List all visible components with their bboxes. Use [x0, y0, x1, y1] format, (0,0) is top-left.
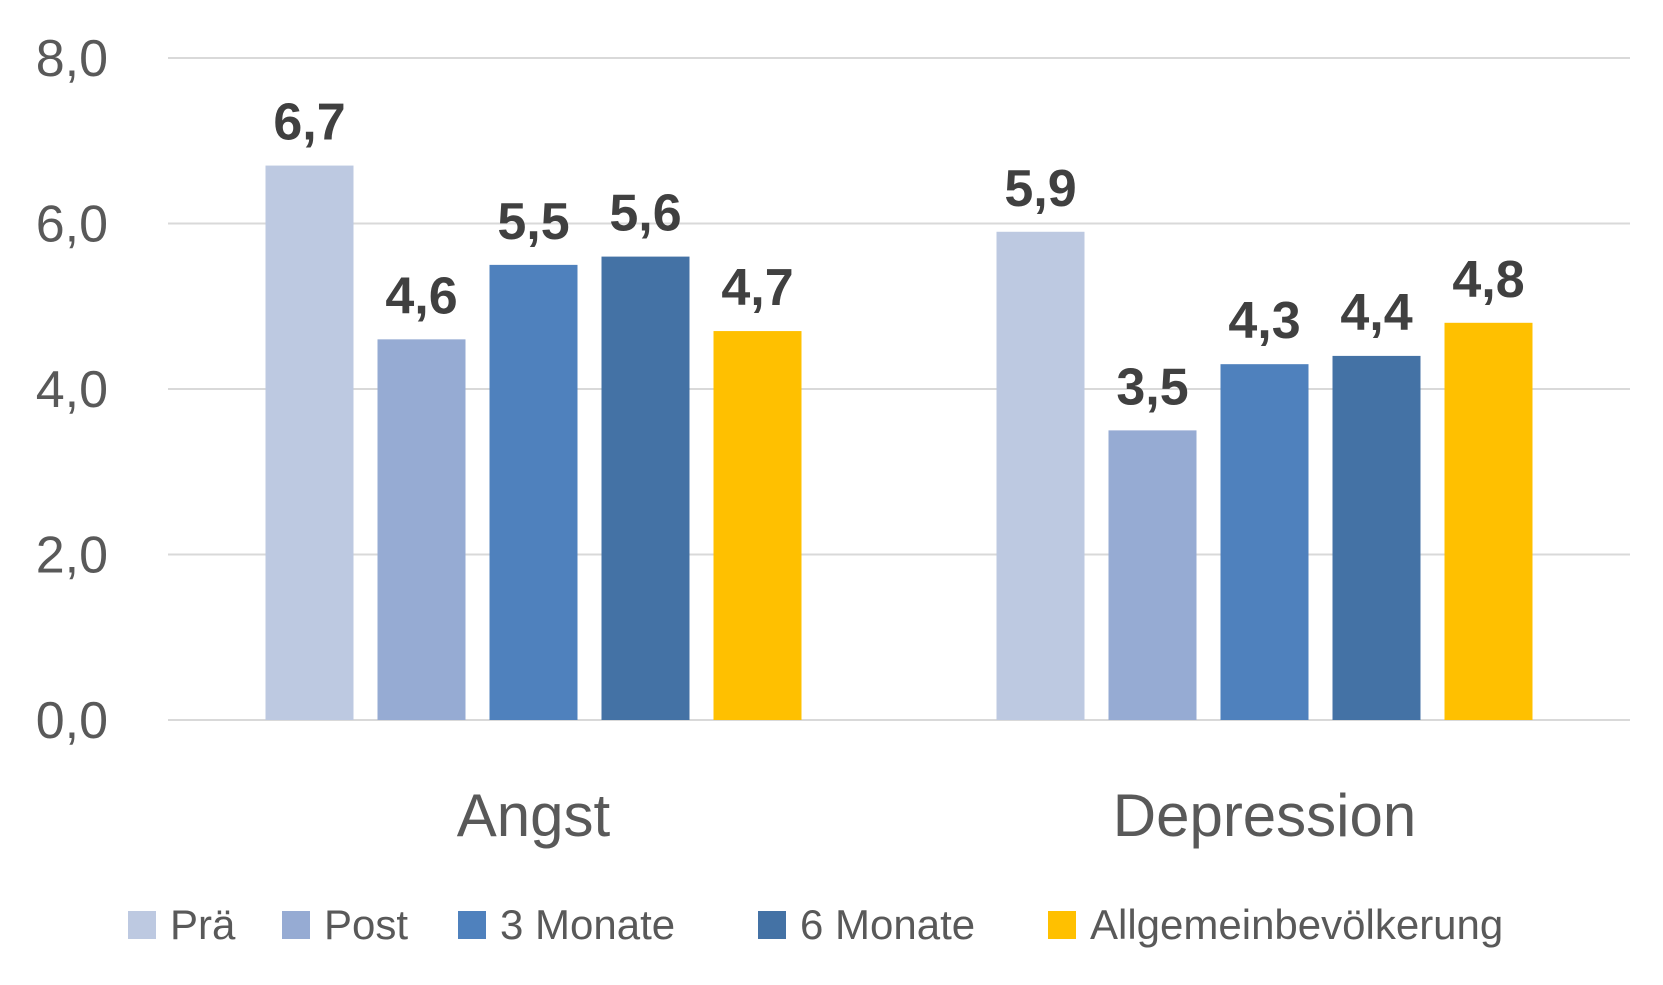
y-tick-label: 2,0 [36, 527, 108, 585]
bar [601, 256, 690, 720]
legend-swatch [282, 911, 310, 939]
data-label: 4,4 [1340, 284, 1412, 342]
data-label: 5,9 [1004, 160, 1076, 218]
bar [489, 264, 578, 720]
data-label: 4,8 [1452, 251, 1524, 309]
bar [713, 331, 802, 720]
y-axis-ticks: 0,0 2,0 4,0 6,0 8,0 [36, 30, 108, 750]
data-label: 4,6 [385, 267, 457, 325]
category-label: Depression [1113, 782, 1417, 849]
y-tick-label: 4,0 [36, 361, 108, 419]
legend-swatch [128, 911, 156, 939]
legend-label: Post [324, 901, 408, 948]
legend-label: Prä [170, 901, 236, 948]
data-label: 5,6 [609, 185, 681, 243]
data-label: 3,5 [1116, 358, 1188, 416]
legend-swatch [458, 911, 486, 939]
legend: Prä Post 3 Monate 6 Monate Allgemeinbevölker… [128, 901, 1503, 948]
bar [996, 231, 1085, 720]
category-labels: Angst Depression [457, 782, 1416, 849]
bars [265, 165, 1533, 720]
bar [1444, 322, 1533, 720]
category-label: Angst [457, 782, 611, 849]
y-tick-label: 0,0 [36, 692, 108, 750]
y-tick-label: 8,0 [36, 30, 108, 88]
data-label: 4,3 [1228, 292, 1300, 350]
data-labels: 6,7 4,6 5,5 5,6 4,7 5,9 3,5 4,3 4,4 4,8 [273, 94, 1524, 417]
bar [1332, 355, 1421, 720]
legend-swatch [1048, 911, 1076, 939]
legend-swatch [758, 911, 786, 939]
bar [265, 165, 354, 720]
bar [1220, 364, 1309, 720]
bar [377, 339, 466, 720]
legend-label: 3 Monate [500, 901, 675, 948]
y-tick-label: 6,0 [36, 196, 108, 254]
legend-label: 6 Monate [800, 901, 975, 948]
legend-label: Allgemeinbevölkerung [1090, 901, 1503, 948]
data-label: 6,7 [273, 94, 345, 152]
data-label: 5,5 [497, 193, 569, 251]
data-label: 4,7 [721, 259, 793, 317]
bar [1108, 430, 1197, 720]
